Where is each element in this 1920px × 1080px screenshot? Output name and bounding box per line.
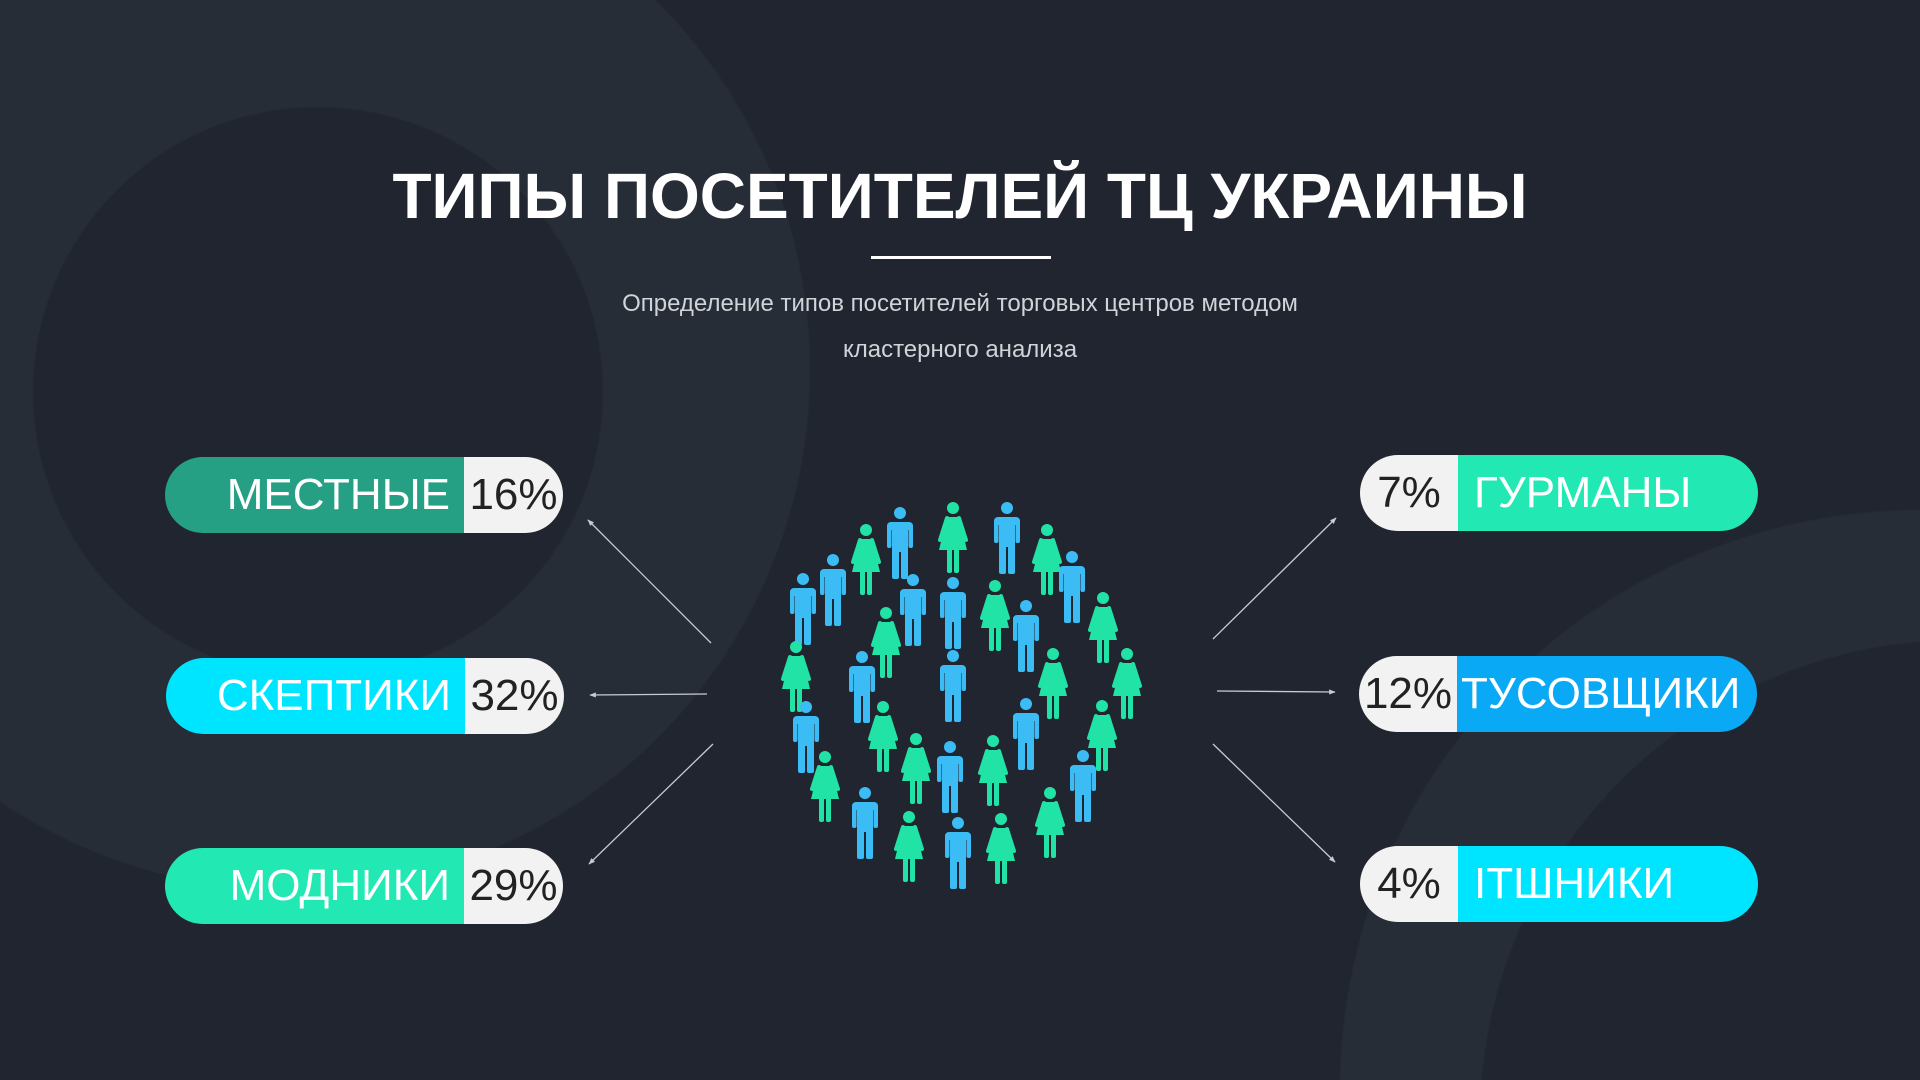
group-label: СКЕПТИКИ — [166, 658, 465, 734]
group-percent: 29% — [464, 848, 563, 924]
man-icon — [1013, 698, 1039, 770]
group-pill-tusovshchiki: 12% ТУСОВЩИКИ — [1359, 656, 1757, 732]
woman-icon — [1087, 700, 1117, 771]
man-icon — [820, 554, 846, 626]
connector-arrow — [1212, 517, 1337, 640]
woman-icon — [871, 607, 901, 678]
man-icon — [1070, 750, 1096, 822]
connector-arrow — [588, 743, 714, 865]
woman-icon — [810, 751, 840, 822]
woman-icon — [1088, 592, 1118, 663]
man-icon — [887, 507, 913, 579]
connector-arrow — [587, 519, 712, 644]
woman-icon — [868, 701, 898, 772]
title-divider — [871, 256, 1051, 259]
group-percent: 4% — [1360, 846, 1458, 922]
connector-arrow — [1216, 689, 1336, 695]
woman-icon — [1112, 648, 1142, 719]
subtitle-line-1: Определение типов посетителей торговых ц… — [622, 290, 1298, 317]
connector-arrow — [1212, 743, 1336, 863]
group-percent: 7% — [1360, 455, 1458, 531]
man-icon — [937, 741, 963, 813]
man-icon — [793, 701, 819, 773]
connector-arrow — [589, 692, 708, 698]
woman-icon — [1038, 648, 1068, 719]
man-icon — [852, 787, 878, 859]
man-icon — [945, 817, 971, 889]
man-icon — [900, 574, 926, 646]
woman-icon — [938, 502, 968, 573]
group-pill-modniki: МОДНИКИ 29% — [165, 848, 563, 924]
group-pill-gurmany: 7% ГУРМАНЫ — [1360, 455, 1758, 531]
woman-icon — [901, 733, 931, 804]
man-icon — [790, 573, 816, 645]
woman-icon — [1035, 787, 1065, 858]
woman-icon — [986, 813, 1016, 884]
group-percent: 32% — [465, 658, 564, 734]
man-icon — [940, 577, 966, 649]
group-label: ТУСОВЩИКИ — [1457, 656, 1757, 732]
group-label: ІТШНИКИ — [1458, 846, 1758, 922]
group-percent: 12% — [1359, 656, 1457, 732]
man-icon — [994, 502, 1020, 574]
subtitle-line-2: кластерного анализа — [842, 336, 1078, 363]
man-icon — [1013, 600, 1039, 672]
group-label: МОДНИКИ — [165, 848, 464, 924]
group-pill-mestnye: МЕСТНЫЕ 16% — [165, 457, 563, 533]
woman-icon — [851, 524, 881, 595]
group-label: МЕСТНЫЕ — [165, 457, 464, 533]
woman-icon — [980, 580, 1010, 651]
man-icon — [849, 651, 875, 723]
group-percent: 16% — [464, 457, 563, 533]
page-title: ТИПЫ ПОСЕТИТЕЛЕЙ ТЦ УКРАИНЫ — [392, 160, 1528, 232]
woman-icon — [894, 811, 924, 882]
woman-icon — [978, 735, 1008, 806]
woman-icon — [1032, 524, 1062, 595]
man-icon — [1059, 551, 1085, 623]
group-pill-skeptiki: СКЕПТИКИ 32% — [166, 658, 564, 734]
group-pill-itshniki: 4% ІТШНИКИ — [1360, 846, 1758, 922]
group-label: ГУРМАНЫ — [1458, 455, 1758, 531]
man-icon — [940, 650, 966, 722]
